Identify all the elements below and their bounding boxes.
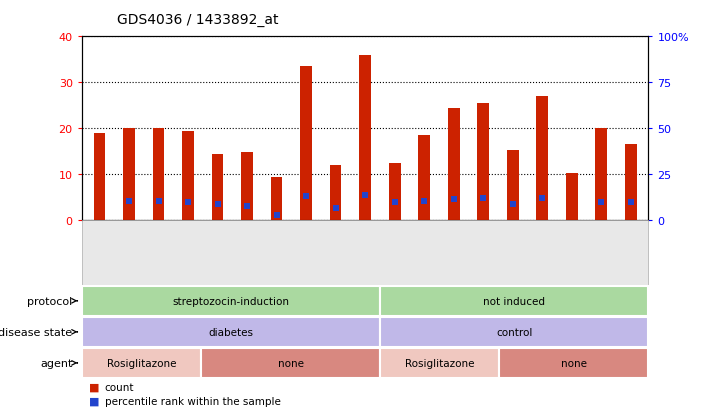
Bar xyxy=(300,67,312,221)
Bar xyxy=(536,97,548,221)
Bar xyxy=(123,129,135,221)
Text: protocol: protocol xyxy=(27,296,73,306)
Bar xyxy=(330,166,341,221)
Bar xyxy=(566,173,577,221)
Bar xyxy=(625,145,636,221)
Bar xyxy=(418,136,430,221)
Text: none: none xyxy=(277,358,304,368)
Text: ■: ■ xyxy=(89,382,100,392)
Text: streptozocin-induction: streptozocin-induction xyxy=(172,296,289,306)
Text: Rosiglitazone: Rosiglitazone xyxy=(107,358,176,368)
Text: count: count xyxy=(105,382,134,392)
Bar xyxy=(477,104,489,221)
Text: agent: agent xyxy=(40,358,73,368)
Bar xyxy=(212,154,223,221)
Text: disease state: disease state xyxy=(0,327,73,337)
Bar xyxy=(271,177,282,221)
Bar xyxy=(241,153,253,221)
Bar xyxy=(595,129,607,221)
Bar xyxy=(389,164,400,221)
Text: diabetes: diabetes xyxy=(208,327,253,337)
Bar xyxy=(182,131,194,221)
Text: percentile rank within the sample: percentile rank within the sample xyxy=(105,396,280,406)
Text: GDS4036 / 1433892_at: GDS4036 / 1433892_at xyxy=(117,13,279,27)
Bar xyxy=(94,134,105,221)
Bar xyxy=(448,108,459,221)
Text: not induced: not induced xyxy=(483,296,545,306)
Text: Rosiglitazone: Rosiglitazone xyxy=(405,358,474,368)
Bar xyxy=(359,56,371,221)
Text: control: control xyxy=(496,327,533,337)
Bar xyxy=(507,151,518,221)
Text: ■: ■ xyxy=(89,396,100,406)
Text: none: none xyxy=(561,358,587,368)
Bar xyxy=(153,129,164,221)
